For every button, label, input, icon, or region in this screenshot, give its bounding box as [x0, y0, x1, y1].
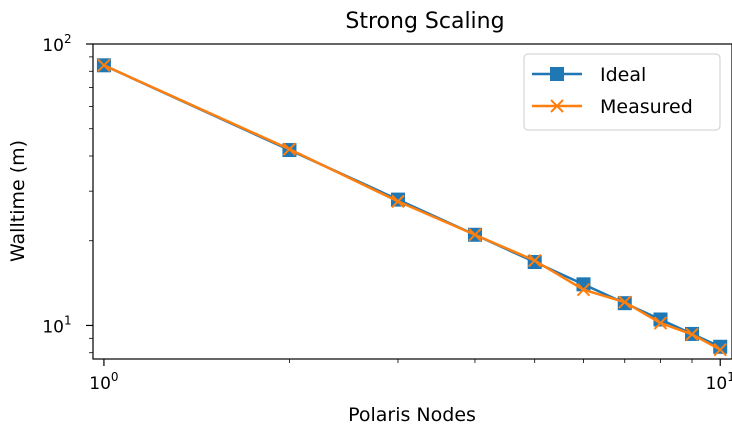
legend-entries: Ideal Measured [532, 64, 693, 118]
measured-line [103, 64, 721, 351]
x-tick-label: 100 [89, 370, 118, 394]
measured-point [685, 327, 699, 342]
measured-point [527, 253, 542, 268]
y-tick-label: 101 [42, 313, 71, 337]
legend-label-measured: Measured [600, 96, 693, 118]
measured-point [653, 316, 668, 330]
series-measured [97, 58, 727, 357]
y-axis-label: Walltime (m) [7, 140, 29, 262]
measured-point [618, 295, 632, 309]
legend-marker-ideal [550, 67, 564, 81]
measured-point [391, 194, 405, 209]
axis-ticks: 100 101 101 102 [42, 32, 732, 394]
y-tick-label: 102 [42, 32, 71, 56]
chart-title: Strong Scaling [345, 9, 504, 34]
measured-point [713, 343, 727, 357]
legend-marker-measured [550, 99, 564, 113]
measured-point [468, 228, 482, 242]
series-layer [96, 58, 728, 357]
x-axis-label: Polaris Nodes [348, 404, 476, 426]
measured-point [97, 58, 111, 73]
legend: Ideal Measured [523, 53, 721, 131]
measured-point [282, 142, 297, 156]
measured-point [576, 282, 591, 297]
ideal-point [713, 339, 728, 354]
legend-label-ideal: Ideal [600, 64, 646, 86]
x-tick-label: 101 [706, 370, 732, 394]
plot-area [92, 43, 732, 360]
